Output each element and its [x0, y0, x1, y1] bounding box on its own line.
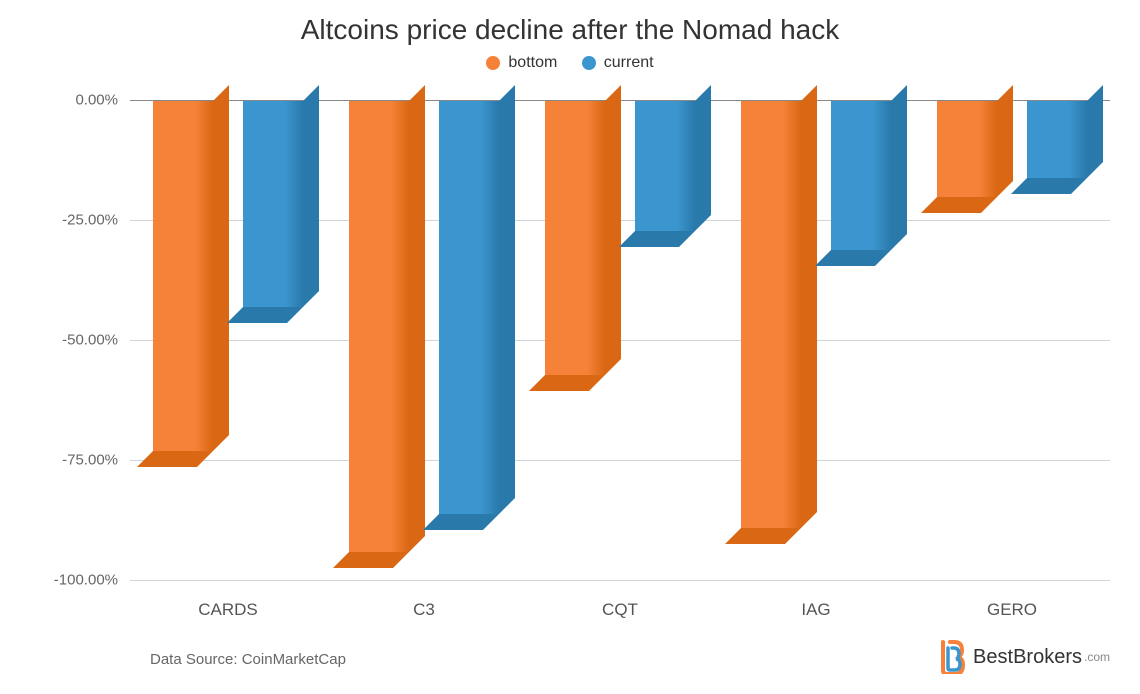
legend-item-bottom: bottom: [486, 54, 557, 72]
bar-side: [1087, 85, 1103, 178]
bar-current: [831, 101, 891, 250]
y-tick-label: -50.00%: [62, 332, 118, 349]
bar-bottom: [545, 101, 605, 375]
bar-side: [499, 85, 515, 514]
data-source: Data Source: CoinMarketCap: [150, 651, 346, 668]
brand-icon: [937, 640, 967, 674]
plot-area: 0.00%-25.00%-50.00%-75.00%-100.00%CARDSC…: [130, 100, 1110, 580]
brand-domain: .com: [1084, 650, 1110, 664]
bar-side: [695, 85, 711, 231]
bar-bottom: [349, 101, 409, 552]
bar-side: [303, 85, 319, 307]
bar-bottom: [921, 197, 997, 213]
bar-front: [545, 101, 605, 375]
bar-bottom: [1011, 178, 1087, 194]
bar-bottom: [741, 101, 801, 528]
bar-front: [153, 101, 213, 451]
x-tick-label: C3: [413, 600, 435, 620]
legend-dot-bottom: [486, 56, 500, 70]
chart-title: Altcoins price decline after the Nomad h…: [0, 0, 1140, 54]
bar-front: [349, 101, 409, 552]
legend-item-current: current: [582, 54, 654, 72]
bar-front: [741, 101, 801, 528]
bar-bottom: [529, 375, 605, 391]
bar-current: [439, 101, 499, 514]
legend-label-current: current: [604, 54, 654, 72]
bar-side: [213, 85, 229, 451]
bar-current: [635, 101, 695, 231]
bar-current: [1027, 101, 1087, 178]
bar-bottom: [333, 552, 409, 568]
bar-front: [439, 101, 499, 514]
bar-bottom: [619, 231, 695, 247]
gridline: [130, 580, 1110, 581]
brand-logo: BestBrokers.com: [937, 640, 1110, 674]
x-tick-label: CARDS: [198, 600, 258, 620]
bar-bottom: [227, 307, 303, 323]
bar-front: [243, 101, 303, 307]
y-tick-label: -75.00%: [62, 452, 118, 469]
bar-current: [243, 101, 303, 307]
y-tick-label: -100.00%: [54, 572, 118, 589]
bar-side: [891, 85, 907, 250]
bar-side: [997, 85, 1013, 197]
bar-side: [605, 85, 621, 375]
x-tick-label: CQT: [602, 600, 638, 620]
bar-bottom: [815, 250, 891, 266]
legend: bottom current: [0, 54, 1140, 85]
bar-bottom: [725, 528, 801, 544]
brand-text: BestBrokers: [973, 646, 1082, 669]
bar-bottom: [153, 101, 213, 451]
y-tick-label: -25.00%: [62, 212, 118, 229]
legend-dot-current: [582, 56, 596, 70]
bar-side: [801, 85, 817, 528]
bar-front: [1027, 101, 1087, 178]
bar-front: [937, 101, 997, 197]
gridline: [130, 460, 1110, 461]
bar-bottom: [423, 514, 499, 530]
bar-bottom: [937, 101, 997, 197]
y-tick-label: 0.00%: [75, 92, 118, 109]
x-tick-label: GERO: [987, 600, 1037, 620]
bar-front: [831, 101, 891, 250]
bar-side: [409, 85, 425, 552]
x-tick-label: IAG: [801, 600, 830, 620]
bar-front: [635, 101, 695, 231]
legend-label-bottom: bottom: [508, 54, 557, 72]
bar-bottom: [137, 451, 213, 467]
